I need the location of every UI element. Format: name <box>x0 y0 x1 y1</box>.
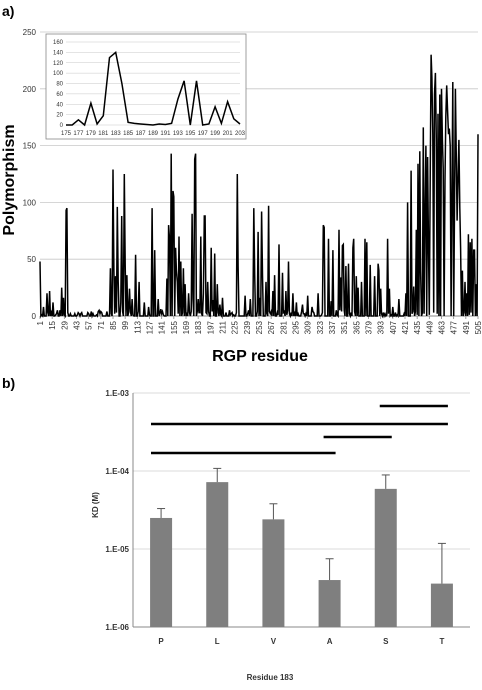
x-tick-label-inset: 175 <box>61 131 72 137</box>
x-tick-label-a: 127 <box>146 320 155 334</box>
x-tick-label-a: 379 <box>365 320 374 334</box>
y-tick-label-a: 0 <box>32 312 37 321</box>
x-tick-label-inset: 185 <box>123 131 134 137</box>
bar-T <box>430 583 453 627</box>
x-tick-label-inset: 197 <box>198 131 209 137</box>
y-tick-label-b: 1.E-05 <box>105 545 129 554</box>
y-tick-label-b: 1.E-04 <box>105 467 129 476</box>
y-tick-label-inset: 120 <box>53 61 64 67</box>
y-tick-label-b: 1.E-06 <box>105 623 129 632</box>
x-tick-label-inset: 179 <box>86 131 97 137</box>
x-tick-label-b: S <box>383 637 389 646</box>
x-tick-label-a: 463 <box>438 320 447 334</box>
x-tick-label-a: 281 <box>279 320 288 334</box>
kd-bar-chart: 1.E-06 1.E-05 1.E-04 1.E-03 P L V A S T KD (M) R… <box>91 389 470 682</box>
x-tick-label-a: 477 <box>450 320 459 334</box>
y-tick-label-a: 150 <box>23 142 37 151</box>
x-axis-title-a: RGP residue <box>212 348 308 365</box>
x-tick-label-a: 71 <box>97 320 106 329</box>
x-tick-label-a: 505 <box>474 320 482 334</box>
polymorphism-series-line <box>39 54 479 319</box>
panel-b-label: b) <box>2 375 15 391</box>
x-tick-label-inset: 203 <box>235 131 246 137</box>
bar-S <box>374 488 397 627</box>
x-tick-label-a: 491 <box>462 320 471 334</box>
x-tick-label-b: L <box>215 637 220 646</box>
y-axis-title-a: Polymorphism <box>1 124 18 235</box>
x-tick-label-inset: 195 <box>185 131 196 137</box>
x-tick-label-a: 239 <box>243 320 252 334</box>
x-tick-label-a: 253 <box>255 320 264 334</box>
x-tick-label-a: 43 <box>73 320 82 329</box>
x-tick-label-a: 211 <box>219 320 228 333</box>
x-tick-label-a: 309 <box>304 320 313 334</box>
x-tick-label-a: 337 <box>328 320 337 334</box>
inset-frame <box>45 33 247 140</box>
y-axis-title-b: KD (M) <box>91 492 100 518</box>
panel-a-label: a) <box>2 3 14 19</box>
bar-V <box>262 519 285 627</box>
y-tick-label-a: 50 <box>27 255 36 264</box>
x-tick-label-a: 85 <box>109 320 118 329</box>
x-axis-title-b: Residue 183 <box>247 673 294 682</box>
x-tick-label-inset: 177 <box>73 131 84 137</box>
inset-chart: 0 20 40 60 80 100 120 140 160 175 177 179 181 183 185… <box>45 33 247 140</box>
y-tick-label-b: 1.E-03 <box>105 389 129 398</box>
x-tick-label-a: 29 <box>60 320 69 329</box>
x-tick-label-a: 169 <box>182 320 191 334</box>
x-tick-label-inset: 189 <box>148 131 159 137</box>
x-tick-label-inset: 181 <box>98 131 109 137</box>
x-tick-label-a: 267 <box>267 320 276 334</box>
x-tick-label-a: 435 <box>413 320 422 334</box>
x-tick-label-b: T <box>439 637 444 646</box>
x-tick-label-inset: 193 <box>173 131 184 137</box>
x-tick-label-inset: 187 <box>136 131 147 137</box>
y-tick-label-a: 100 <box>23 198 37 207</box>
x-tick-label-a: 113 <box>133 320 142 333</box>
y-tick-label-inset: 140 <box>53 50 64 56</box>
bar-L <box>206 482 229 627</box>
bar-A <box>318 580 341 627</box>
x-tick-label-a: 225 <box>231 320 240 334</box>
x-tick-label-b: V <box>271 637 277 646</box>
x-tick-label-a: 295 <box>292 320 301 334</box>
y-tick-label-inset: 80 <box>56 82 63 88</box>
x-tick-label-a: 141 <box>158 320 167 334</box>
x-tick-label-a: 57 <box>85 320 94 329</box>
y-tick-label-inset: 0 <box>60 123 64 129</box>
y-tick-label-inset: 100 <box>53 71 64 77</box>
x-tick-label-a: 421 <box>401 320 410 334</box>
y-tick-label-inset: 160 <box>53 40 64 46</box>
x-tick-label-a: 1 <box>36 320 45 325</box>
x-tick-label-inset: 183 <box>111 131 122 137</box>
y-tick-label-a: 200 <box>23 85 37 94</box>
y-tick-label-inset: 60 <box>56 92 63 98</box>
x-tick-label-a: 15 <box>48 320 57 329</box>
x-tick-label-a: 323 <box>316 320 325 334</box>
y-tick-label-inset: 20 <box>56 113 63 119</box>
x-tick-label-a: 407 <box>389 320 398 334</box>
x-tick-label-a: 183 <box>194 320 203 334</box>
x-tick-label-a: 351 <box>340 320 349 334</box>
inset-series-line <box>66 51 241 127</box>
x-tick-label-inset: 201 <box>223 131 234 137</box>
y-tick-label-a: 250 <box>23 28 37 37</box>
x-tick-label-a: 155 <box>170 320 179 334</box>
bar-P <box>150 517 173 627</box>
x-tick-label-inset: 191 <box>160 131 171 137</box>
x-tick-label-b: A <box>327 637 333 646</box>
x-tick-label-b: P <box>158 637 164 646</box>
x-tick-label-a: 393 <box>377 320 386 334</box>
x-tick-label-a: 99 <box>121 320 130 329</box>
x-tick-label-a: 365 <box>352 320 361 334</box>
x-tick-label-a: 449 <box>425 320 434 334</box>
x-tick-label-inset: 199 <box>210 131 221 137</box>
x-tick-label-a: 197 <box>206 320 215 334</box>
y-tick-label-inset: 40 <box>56 102 63 108</box>
